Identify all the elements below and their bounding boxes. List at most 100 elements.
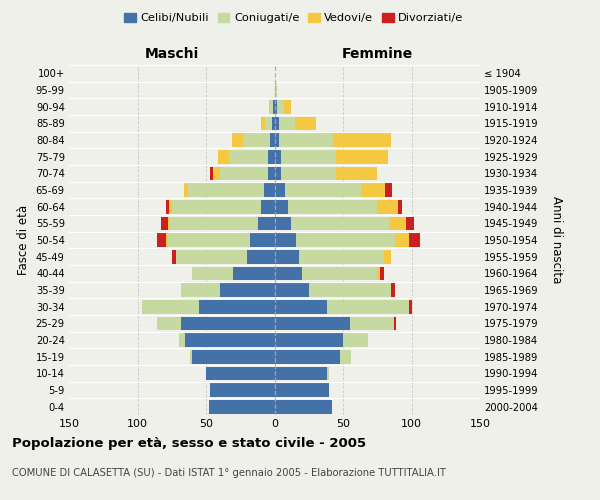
Bar xyxy=(157,233,166,247)
Bar xyxy=(275,333,343,347)
Bar xyxy=(220,166,268,180)
Bar xyxy=(275,150,281,164)
Bar xyxy=(277,100,284,114)
Bar xyxy=(166,233,167,247)
Bar xyxy=(275,350,340,364)
Bar xyxy=(269,100,271,114)
Bar xyxy=(340,350,351,364)
Bar xyxy=(275,216,291,230)
Bar xyxy=(377,200,398,213)
Bar xyxy=(142,300,199,314)
Bar xyxy=(210,383,275,397)
Bar xyxy=(265,116,272,130)
Bar xyxy=(299,250,384,264)
Bar xyxy=(261,116,265,130)
Bar xyxy=(263,183,275,197)
Bar xyxy=(272,116,275,130)
Bar xyxy=(326,366,329,380)
Bar xyxy=(377,266,380,280)
Bar xyxy=(291,216,389,230)
Bar xyxy=(271,133,275,147)
Bar xyxy=(169,200,172,213)
Bar xyxy=(181,316,275,330)
Bar xyxy=(243,133,271,147)
Bar xyxy=(278,116,295,130)
Bar xyxy=(268,150,275,164)
Bar xyxy=(275,116,278,130)
Bar xyxy=(169,216,258,230)
Bar xyxy=(275,383,329,397)
Bar xyxy=(380,266,384,280)
Bar xyxy=(275,200,288,213)
Bar xyxy=(384,250,391,264)
Bar xyxy=(409,233,420,247)
Bar xyxy=(161,216,167,230)
Bar xyxy=(261,200,275,213)
Bar xyxy=(273,100,275,114)
Bar xyxy=(181,283,220,297)
Bar xyxy=(233,266,275,280)
Bar xyxy=(275,266,302,280)
Bar xyxy=(179,333,185,347)
Bar xyxy=(275,166,281,180)
Y-axis label: Fasce di età: Fasce di età xyxy=(17,205,30,275)
Bar xyxy=(193,350,275,364)
Bar xyxy=(286,183,361,197)
Bar xyxy=(172,250,176,264)
Bar xyxy=(157,316,181,330)
Bar xyxy=(184,183,188,197)
Bar xyxy=(295,116,316,130)
Bar xyxy=(284,100,291,114)
Bar xyxy=(302,266,377,280)
Bar xyxy=(185,333,275,347)
Bar xyxy=(232,133,243,147)
Bar xyxy=(406,216,414,230)
Bar xyxy=(220,283,275,297)
Bar xyxy=(278,133,334,147)
Bar xyxy=(199,300,275,314)
Bar xyxy=(334,133,391,147)
Bar xyxy=(275,100,277,114)
Bar xyxy=(343,333,368,347)
Bar xyxy=(275,183,286,197)
Bar xyxy=(206,366,275,380)
Y-axis label: Anni di nascita: Anni di nascita xyxy=(550,196,563,284)
Bar xyxy=(167,216,169,230)
Bar xyxy=(275,300,326,314)
Bar xyxy=(193,266,233,280)
Bar xyxy=(398,200,402,213)
Bar xyxy=(288,200,377,213)
Text: Maschi: Maschi xyxy=(145,48,199,62)
Bar xyxy=(250,233,275,247)
Bar xyxy=(268,166,275,180)
Bar xyxy=(275,316,350,330)
Bar xyxy=(167,233,250,247)
Bar xyxy=(275,233,296,247)
Legend: Celibi/Nubili, Coniugati/e, Vedovi/e, Divorziati/e: Celibi/Nubili, Coniugati/e, Vedovi/e, Di… xyxy=(120,8,468,28)
Bar xyxy=(326,300,409,314)
Bar xyxy=(395,233,409,247)
Bar xyxy=(409,300,412,314)
Bar xyxy=(210,166,213,180)
Bar xyxy=(275,250,299,264)
Bar xyxy=(336,166,377,180)
Bar xyxy=(258,216,275,230)
Bar xyxy=(188,183,263,197)
Text: Femmine: Femmine xyxy=(341,48,413,62)
Bar xyxy=(209,400,275,413)
Bar xyxy=(296,233,395,247)
Text: Popolazione per età, sesso e stato civile - 2005: Popolazione per età, sesso e stato civil… xyxy=(12,438,366,450)
Bar xyxy=(229,150,268,164)
Text: COMUNE DI CALASETTA (SU) - Dati ISTAT 1° gennaio 2005 - Elaborazione TUTTITALIA.: COMUNE DI CALASETTA (SU) - Dati ISTAT 1°… xyxy=(12,468,446,477)
Bar xyxy=(389,216,406,230)
Bar xyxy=(336,150,388,164)
Bar xyxy=(385,183,392,197)
Bar xyxy=(271,100,273,114)
Bar xyxy=(281,150,336,164)
Bar xyxy=(391,283,395,297)
Bar xyxy=(247,250,275,264)
Bar xyxy=(218,150,229,164)
Bar xyxy=(213,166,220,180)
Bar xyxy=(190,350,193,364)
Bar xyxy=(275,400,332,413)
